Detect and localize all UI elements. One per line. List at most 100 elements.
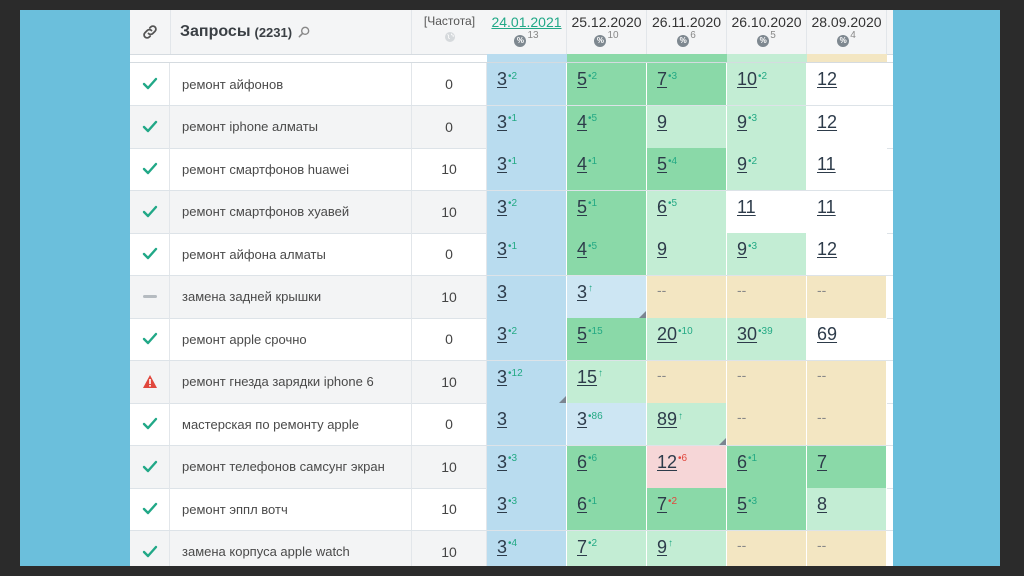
position-value[interactable]: 3 (497, 111, 508, 132)
position-value[interactable]: 7 (657, 494, 668, 514)
date-label[interactable]: 25.12.2020 (571, 14, 642, 30)
position-cell[interactable]: 20•10 (647, 318, 727, 360)
position-cell[interactable]: 12 (807, 63, 887, 105)
position-value[interactable]: 15 (577, 366, 598, 387)
position-cell[interactable]: 3•2 (487, 318, 567, 360)
position-cell[interactable]: 5•1 (567, 190, 647, 233)
position-cell[interactable]: 3 (487, 403, 567, 445)
position-cell[interactable]: 11 (807, 148, 887, 190)
date-label[interactable]: 24.01.2021 (491, 14, 562, 30)
position-value[interactable]: 4 (577, 111, 588, 132)
position-cell[interactable]: -- (727, 403, 807, 445)
position-value[interactable]: 9 (737, 239, 748, 259)
position-cell[interactable]: 3•1 (487, 233, 567, 275)
date-label[interactable]: 28.09.2020 (811, 14, 882, 30)
date-column-header[interactable]: 25.12.2020% 10 (567, 10, 647, 62)
position-cell[interactable]: 3•4 (487, 530, 567, 566)
position-cell[interactable]: -- (807, 275, 887, 318)
position-cell[interactable]: 12•6 (647, 445, 727, 488)
position-cell[interactable]: 30•39 (727, 318, 807, 360)
table-row[interactable]: ремонт айфонов 0 3•2 5•2 7•3 10•2 12 (130, 63, 893, 106)
table-row[interactable]: замена корпуса apple watch 10 3•4 7•2 9↑ -- -- (130, 530, 893, 566)
position-value[interactable]: 8 (817, 494, 828, 514)
position-cell[interactable]: 4•5 (567, 105, 647, 148)
search-icon[interactable] (297, 25, 311, 39)
position-value[interactable]: 6 (577, 451, 588, 472)
position-value[interactable]: 9 (657, 536, 668, 557)
position-cell[interactable]: 3 (487, 275, 567, 318)
position-value[interactable]: 3 (497, 536, 508, 557)
date-column-header[interactable]: 28.09.2020% 4 (807, 10, 887, 62)
position-value[interactable]: 6 (737, 451, 748, 472)
date-label[interactable]: 26.10.2020 (731, 14, 802, 30)
position-cell[interactable]: 4•5 (567, 233, 647, 275)
position-value[interactable]: 3 (497, 409, 508, 429)
position-value[interactable]: 12 (817, 239, 838, 259)
position-cell[interactable]: 15↑ (567, 360, 647, 403)
position-value[interactable]: 69 (817, 324, 838, 344)
position-value[interactable]: 4 (577, 239, 588, 259)
position-cell[interactable]: 3•3 (487, 445, 567, 488)
position-value[interactable]: 12 (657, 451, 678, 472)
position-cell[interactable]: -- (807, 360, 887, 403)
position-cell[interactable]: 89↑ (647, 403, 727, 445)
position-value[interactable]: 6 (577, 494, 588, 514)
position-cell[interactable]: 5•3 (727, 488, 807, 530)
position-cell[interactable]: 12 (807, 105, 887, 148)
position-cell[interactable]: 10•2 (727, 63, 807, 105)
position-value[interactable]: 4 (577, 154, 588, 174)
position-value[interactable]: 30 (737, 324, 758, 344)
position-cell[interactable]: 3•2 (487, 190, 567, 233)
position-cell[interactable]: -- (727, 360, 807, 403)
position-cell[interactable]: 9•2 (727, 148, 807, 190)
position-cell[interactable]: 5•15 (567, 318, 647, 360)
position-value[interactable]: 3 (497, 196, 508, 217)
position-cell[interactable]: 11 (807, 190, 887, 233)
table-row[interactable]: ремонт айфона алматы 0 3•1 4•5 9 9•3 12 (130, 233, 893, 276)
position-value[interactable]: 11 (737, 196, 756, 217)
position-value[interactable]: 9 (737, 111, 748, 132)
position-cell[interactable]: 6•1 (727, 445, 807, 488)
position-cell[interactable]: 6•5 (647, 190, 727, 233)
position-value[interactable]: 6 (657, 196, 668, 217)
table-row[interactable]: ремонт смартфонов huawei 10 3•1 4•1 5•4 9•2 11 (130, 148, 893, 191)
position-value[interactable]: 7 (577, 536, 588, 557)
position-cell[interactable]: 9•3 (727, 233, 807, 275)
position-cell[interactable]: 9•3 (727, 105, 807, 148)
query-text[interactable]: замена задней крышки (170, 275, 412, 318)
position-value[interactable]: 12 (817, 111, 838, 132)
position-cell[interactable]: 11 (727, 190, 807, 233)
position-value[interactable]: 89 (657, 409, 678, 429)
position-cell[interactable]: 3•1 (487, 105, 567, 148)
table-row[interactable]: мастерская по ремонту apple 0 3 3•86 89↑ -- -- (130, 403, 893, 446)
table-row[interactable]: ремонт iphone алматы 0 3•1 4•5 9 9•3 12 (130, 105, 893, 149)
position-cell[interactable]: -- (647, 360, 727, 403)
position-cell[interactable]: 7•2 (567, 530, 647, 566)
position-value[interactable]: 3 (577, 281, 588, 302)
query-text[interactable]: ремонт эппл вотч (170, 488, 412, 530)
position-cell[interactable]: 5•4 (647, 148, 727, 190)
table-row[interactable]: ремонт телефонов самсунг экран 10 3•3 6•6 12… (130, 445, 893, 489)
position-value[interactable]: 5 (577, 196, 588, 217)
position-value[interactable]: 3 (577, 409, 588, 429)
query-text[interactable]: ремонт айфонов (170, 63, 412, 105)
position-cell[interactable]: 69 (807, 318, 887, 360)
position-value[interactable]: 3 (497, 154, 508, 174)
position-value[interactable]: 5 (657, 154, 668, 174)
query-text[interactable]: ремонт айфона алматы (170, 233, 412, 275)
position-cell[interactable]: -- (807, 403, 887, 445)
position-cell[interactable]: 7 (807, 445, 887, 488)
position-cell[interactable]: 12 (807, 233, 887, 275)
queries-column-header[interactable]: Запросы (2231) (170, 10, 412, 54)
position-cell[interactable]: 3•12 (487, 360, 567, 403)
position-value[interactable]: 9 (737, 154, 748, 174)
table-row[interactable]: ремонт apple срочно 0 3•2 5•15 20•10 30•39 69 (130, 318, 893, 361)
position-value[interactable]: 11 (817, 196, 836, 217)
link-column-header[interactable] (130, 10, 171, 54)
query-text[interactable]: ремонт iphone алматы (170, 105, 412, 148)
query-text[interactable]: замена корпуса apple watch (170, 530, 412, 566)
table-row[interactable]: ремонт эппл вотч 10 3•3 6•1 7•2 5•3 8 (130, 488, 893, 531)
position-value[interactable]: 3 (497, 281, 508, 302)
query-text[interactable]: мастерская по ремонту apple (170, 403, 412, 445)
position-value[interactable]: 3 (497, 366, 508, 387)
